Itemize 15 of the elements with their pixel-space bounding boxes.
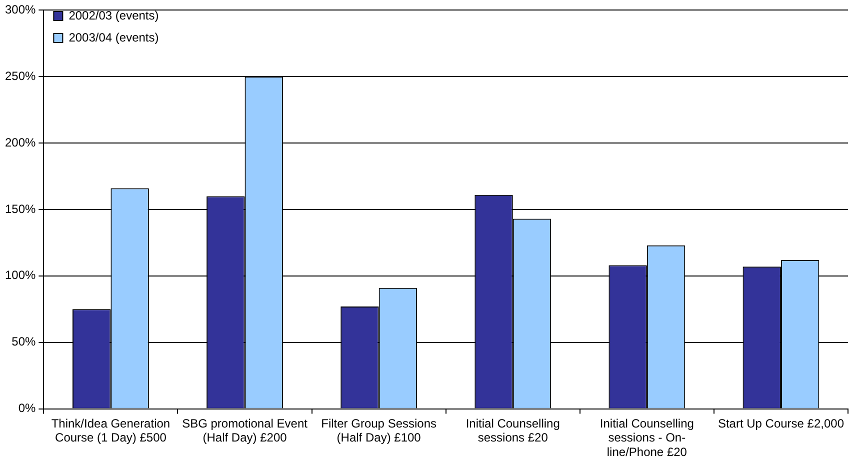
legend-label: 2003/04 (events) <box>68 30 159 44</box>
y-tick-label: 150% <box>4 202 36 216</box>
legend-label: 2002/03 (events) <box>68 8 159 22</box>
x-tick-label: SBG promotional Event (Half Day) £200 <box>182 416 308 445</box>
y-tick-label: 250% <box>4 68 36 83</box>
x-tick-label: Initial Counselling sessions £20 <box>466 416 560 445</box>
y-tick-label: 100% <box>4 268 36 282</box>
x-tick-label: Filter Group Sessions (Half Day) £100 <box>321 416 437 445</box>
x-tick-label: Start Up Course £2,000 <box>718 416 844 430</box>
y-tick-label: 300% <box>4 2 36 17</box>
y-tick-label: 0% <box>18 401 36 416</box>
y-tick-label: 200% <box>4 135 36 150</box>
y-tick-label: 50% <box>12 334 36 349</box>
x-tick-label: Initial Counselling sessions - On-line/Phone £20 <box>600 416 694 460</box>
x-tick-label: Think/Idea Generation Course (1 Day) £500 <box>51 416 170 445</box>
